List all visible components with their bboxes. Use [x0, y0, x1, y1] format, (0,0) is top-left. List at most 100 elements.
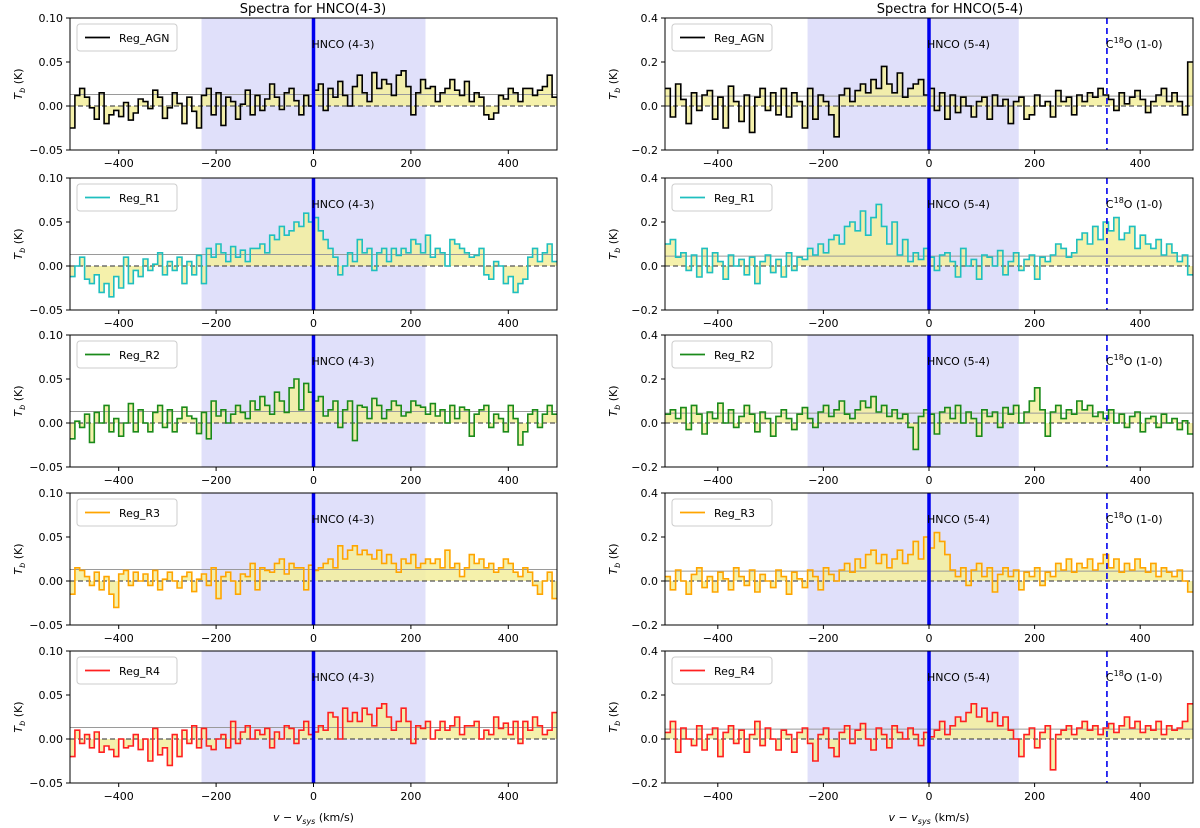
y-tick-label: −0.2 — [631, 144, 658, 157]
x-tick-label: −400 — [703, 790, 733, 803]
y-axis-label: Tb (K) — [12, 228, 27, 259]
x-tick-label: 400 — [1130, 632, 1151, 645]
hnco-line-label: HNCO (4-3) — [312, 198, 375, 211]
y-tick-label: 0.0 — [641, 100, 659, 113]
y-tick-label: 0.4 — [641, 487, 659, 500]
legend-box — [76, 23, 178, 52]
legend-label: Reg_AGN — [714, 32, 764, 45]
y-tick-label: 0.2 — [641, 216, 659, 229]
x-tick-label: 200 — [400, 317, 421, 330]
legend-label: Reg_R1 — [119, 192, 160, 205]
legend-label: Reg_R4 — [714, 665, 755, 678]
y-tick-label: 0.10 — [39, 329, 64, 342]
x-tick-label: 0 — [310, 474, 317, 487]
spectrum-panel-reg-r3-col0: HNCO (4-3) −400 −200 0 200 400 −0.05 0.00 0.05 0.… — [12, 487, 558, 645]
spectra-panels: HNCO (4-3)−400 −200 0 200 400−0.050.000.050.… — [12, 12, 1194, 826]
legend: Reg_AGN — [671, 23, 773, 52]
y-axis-label: Tb (K) — [12, 68, 27, 99]
y-tick-label: 0.0 — [641, 733, 659, 746]
y-axis-label: Tb (K) — [607, 228, 622, 259]
hnco-line-label: HNCO (5-4) — [927, 671, 990, 684]
c18o-line-label: C18O (1-0) — [1106, 511, 1163, 526]
x-tick-label: 0 — [310, 790, 317, 803]
legend-label: Reg_AGN — [119, 32, 169, 45]
y-tick-label: −0.2 — [631, 461, 658, 474]
y-axis-label: Tb (K) — [607, 68, 622, 99]
hnco-line-label: HNCO (4-3) — [312, 513, 375, 526]
plot-area — [70, 335, 557, 467]
legend-box — [671, 183, 773, 212]
c18o-line-label: C18O (1-0) — [1106, 353, 1163, 368]
legend-label: Reg_R1 — [714, 192, 755, 205]
spectrum-panel-reg-r1-col1: HNCO (5-4) C18O (1-0) −400 −200 0 200 400 −0.2 0… — [607, 172, 1194, 330]
y-tick-label: −0.05 — [29, 304, 63, 317]
x-tick-label: 0 — [310, 632, 317, 645]
x-tick-label: 200 — [400, 632, 421, 645]
column-title-right: Spectra for HNCO(5-4) — [877, 2, 1023, 17]
y-axis-label: Tb (K) — [12, 543, 27, 574]
y-tick-label: 0.4 — [641, 12, 659, 25]
spectrum-panel-reg-r4-col0: HNCO (4-3) −400 −200 0 200 400 −0.05 0.00 0.05 0.… — [12, 645, 558, 826]
hnco-line-label: HNCO (4-3) — [312, 355, 375, 368]
x-tick-label: 200 — [1024, 474, 1045, 487]
x-tick-label: 200 — [1024, 632, 1045, 645]
plot-area — [70, 178, 557, 310]
hnco-line-label: HNCO (5-4) — [927, 513, 990, 526]
hnco-line-label: HNCO (5-4) — [927, 38, 990, 51]
x-tick-label: 200 — [400, 157, 421, 170]
x-tick-label: −400 — [104, 632, 134, 645]
x-tick-label: 400 — [1130, 790, 1151, 803]
x-tick-label: 200 — [400, 790, 421, 803]
y-tick-label: −0.05 — [29, 144, 63, 157]
y-axis-label: Tb (K) — [607, 385, 622, 416]
x-tick-label: 200 — [400, 474, 421, 487]
x-tick-label: −400 — [104, 157, 134, 170]
spectrum-panel-reg-r2-col0: HNCO (4-3) −400 −200 0 200 400 −0.05 0.00 0.05 0.… — [12, 329, 558, 487]
x-tick-label: −400 — [703, 632, 733, 645]
x-tick-label: 400 — [1130, 317, 1151, 330]
y-tick-label: 0.10 — [39, 487, 64, 500]
y-axis-label: Tb (K) — [607, 543, 622, 574]
x-tick-label: −200 — [201, 157, 231, 170]
x-tick-label: −400 — [104, 317, 134, 330]
y-tick-label: −0.2 — [631, 777, 658, 790]
legend-box — [76, 498, 178, 527]
spectrum-panel-reg-r1-col0: HNCO (4-3) −400 −200 0 200 400 −0.05 0.00 0.05 0.… — [12, 172, 558, 330]
y-tick-label: −0.05 — [29, 619, 63, 632]
legend: Reg_R3 — [76, 498, 178, 527]
x-tick-label: −400 — [703, 157, 733, 170]
y-axis-label: Tb (K) — [12, 701, 27, 732]
x-tick-label: 200 — [1024, 157, 1045, 170]
y-tick-label: 0.00 — [39, 260, 64, 273]
x-tick-label: −400 — [104, 474, 134, 487]
legend-label: Reg_R2 — [119, 349, 160, 362]
legend: Reg_R1 — [76, 183, 178, 212]
legend: Reg_R2 — [76, 340, 178, 369]
spectrum-panel-reg-agn-col1: HNCO (5-4) C18O (1-0) −400 −200 0 200 400 −0.2 0… — [607, 12, 1194, 170]
spectrum-panel-reg-r4-col1: HNCO (5-4) C18O (1-0) −400 −200 0 200 400 −0.2 0… — [607, 645, 1194, 826]
y-tick-label: −0.2 — [631, 619, 658, 632]
hnco-line-label: HNCO (5-4) — [927, 198, 990, 211]
y-tick-label: 0.2 — [641, 689, 659, 702]
x-tick-label: 400 — [498, 317, 519, 330]
x-tick-label: 400 — [498, 474, 519, 487]
y-tick-label: 0.00 — [39, 575, 64, 588]
hnco-line-label: HNCO (4-3) — [312, 38, 375, 51]
hnco-line-label: HNCO (4-3) — [312, 671, 375, 684]
plot-area — [665, 651, 1193, 783]
x-tick-label: −200 — [808, 790, 838, 803]
x-tick-label: 0 — [926, 474, 933, 487]
column-title-left: Spectra for HNCO(4-3) — [240, 2, 386, 17]
plot-area — [665, 493, 1193, 625]
x-tick-label: −200 — [808, 157, 838, 170]
y-tick-label: 0.10 — [39, 172, 64, 185]
y-tick-label: 0.05 — [39, 56, 64, 69]
c18o-line-label: C18O (1-0) — [1106, 669, 1163, 684]
legend-label: Reg_R4 — [119, 665, 160, 678]
legend-box — [671, 498, 773, 527]
x-tick-label: 0 — [926, 632, 933, 645]
y-tick-label: 0.2 — [641, 373, 659, 386]
y-tick-label: 0.0 — [641, 417, 659, 430]
y-tick-label: 0.10 — [39, 12, 64, 25]
